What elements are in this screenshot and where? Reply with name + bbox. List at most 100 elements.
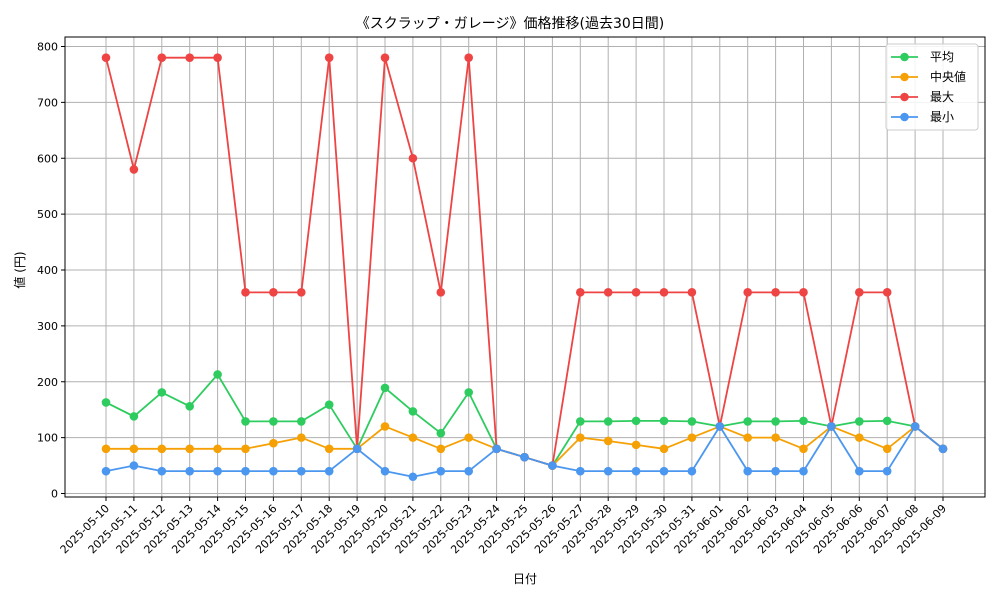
- data-point: [603, 436, 613, 446]
- data-point: [882, 466, 892, 476]
- chart-title: 《スクラップ・ガレージ》価格推移(過去30日間): [356, 16, 664, 32]
- data-point: [101, 444, 111, 454]
- data-point: [269, 466, 278, 476]
- data-point: [101, 53, 111, 62]
- data-point: [157, 466, 167, 476]
- data-point: [743, 466, 752, 476]
- data-point: [408, 153, 418, 163]
- y-tick-label: 200: [37, 376, 58, 389]
- grid: [65, 37, 985, 497]
- data-point: [157, 444, 167, 454]
- data-point: [771, 433, 780, 442]
- data-point: [185, 444, 194, 454]
- data-point: [352, 444, 362, 454]
- data-point: [324, 466, 334, 476]
- y-tick-label: 500: [37, 208, 58, 221]
- legend-label: 最小: [930, 110, 954, 124]
- data-point: [855, 466, 864, 476]
- legend-label: 最大: [930, 90, 954, 104]
- data-point: [101, 466, 111, 476]
- data-point: [687, 288, 697, 297]
- data-point: [855, 433, 864, 442]
- y-tick-label: 300: [37, 320, 58, 333]
- y-tick-label: 600: [37, 152, 58, 165]
- data-point: [436, 466, 446, 476]
- data-point: [269, 438, 278, 448]
- data-point: [603, 466, 613, 476]
- data-point: [297, 433, 306, 442]
- data-point: [799, 416, 808, 426]
- legend-label: 平均: [930, 50, 954, 64]
- data-point: [771, 288, 780, 297]
- data-point: [659, 466, 669, 476]
- data-point: [882, 416, 892, 426]
- series-group: [101, 53, 948, 482]
- y-tick-label: 800: [37, 41, 58, 54]
- legend-marker: [900, 72, 909, 82]
- data-point: [185, 402, 194, 411]
- y-tick-label: 700: [37, 96, 58, 109]
- data-point: [185, 466, 194, 476]
- data-point: [855, 288, 864, 297]
- data-point: [408, 472, 418, 482]
- data-point: [464, 466, 474, 476]
- y-tick-label: 400: [37, 264, 58, 277]
- data-point: [324, 400, 334, 409]
- y-tick-label: 100: [37, 432, 58, 445]
- series-3: [101, 422, 948, 482]
- legend-marker: [900, 52, 909, 62]
- y-axis-label: 値 (円): [12, 251, 27, 288]
- data-point: [743, 433, 752, 442]
- data-point: [659, 288, 669, 297]
- data-point: [882, 444, 892, 454]
- data-point: [771, 417, 780, 426]
- data-point: [241, 417, 250, 426]
- data-point: [213, 53, 222, 62]
- data-point: [576, 433, 585, 442]
- data-point: [631, 288, 641, 297]
- data-point: [576, 466, 585, 476]
- data-point: [855, 417, 864, 426]
- data-point: [436, 428, 446, 438]
- data-point: [743, 288, 752, 297]
- data-point: [743, 417, 752, 426]
- data-point: [659, 416, 669, 426]
- data-point: [213, 466, 222, 476]
- data-point: [882, 288, 892, 297]
- data-point: [464, 433, 474, 442]
- data-point: [548, 461, 557, 470]
- legend-label: 中央値: [930, 69, 966, 84]
- data-point: [687, 466, 697, 476]
- data-point: [157, 388, 167, 397]
- data-point: [715, 422, 725, 431]
- data-point: [185, 53, 194, 62]
- data-point: [129, 444, 139, 454]
- data-point: [380, 383, 390, 393]
- data-point: [297, 466, 306, 476]
- data-point: [631, 416, 641, 426]
- legend-marker: [900, 92, 909, 102]
- data-point: [213, 370, 222, 379]
- data-point: [436, 288, 446, 297]
- data-point: [297, 288, 306, 297]
- data-point: [631, 466, 641, 476]
- data-point: [408, 433, 418, 442]
- data-point: [464, 388, 474, 397]
- legend-box: [885, 43, 979, 131]
- data-point: [687, 433, 697, 442]
- data-point: [938, 444, 948, 454]
- data-point: [241, 288, 250, 297]
- data-point: [827, 422, 836, 431]
- data-point: [380, 466, 390, 476]
- data-point: [799, 288, 808, 297]
- data-point: [380, 53, 390, 62]
- data-point: [241, 444, 250, 454]
- data-point: [464, 53, 474, 62]
- data-point: [631, 440, 641, 450]
- data-point: [799, 444, 808, 454]
- x-axis: 2025-05-102025-05-112025-05-122025-05-13…: [58, 497, 949, 556]
- legend-marker: [900, 112, 909, 122]
- y-tick-label: 0: [51, 488, 58, 501]
